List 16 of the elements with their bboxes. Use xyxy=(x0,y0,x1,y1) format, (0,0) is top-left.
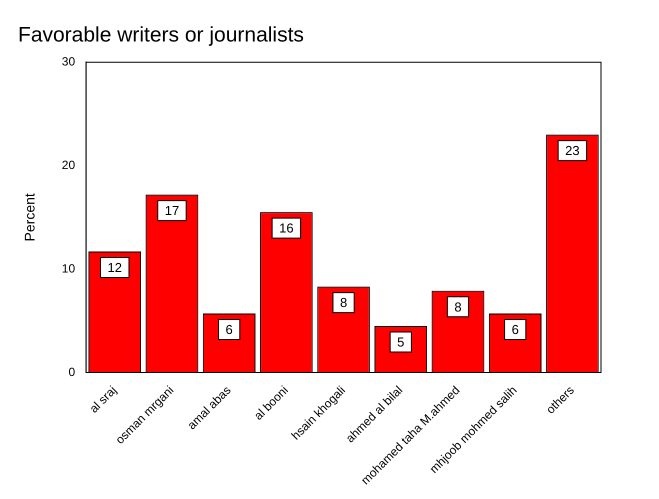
data-label: 23 xyxy=(565,143,580,158)
y-tick-label: 10 xyxy=(62,261,76,276)
y-tick-label: 0 xyxy=(68,364,76,379)
chart-title: Favorable writers or journalists xyxy=(18,23,304,46)
data-label: 8 xyxy=(340,295,348,310)
x-tick-label: al sraj xyxy=(86,383,120,416)
data-label: 6 xyxy=(512,322,519,338)
y-tick-label: 30 xyxy=(62,54,76,69)
y-axis-title: Percent xyxy=(21,193,38,242)
data-label: 16 xyxy=(279,220,294,236)
y-tick-label: 20 xyxy=(62,158,76,172)
data-label: 8 xyxy=(454,299,462,314)
data-label: 17 xyxy=(164,203,180,218)
data-label: 6 xyxy=(226,322,233,338)
data-label: 5 xyxy=(397,334,404,350)
data-label: 12 xyxy=(108,260,122,276)
